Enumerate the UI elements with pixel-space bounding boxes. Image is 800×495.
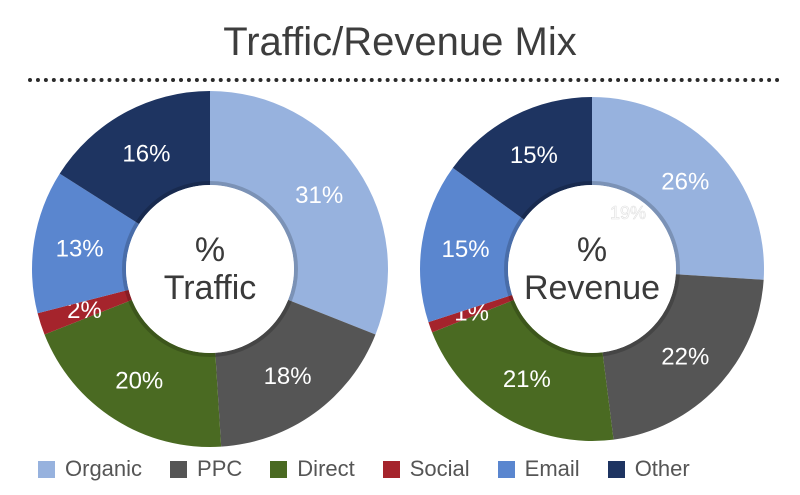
data-label-direct: 21% [503,366,551,393]
legend-item-organic: Organic [38,456,142,482]
chart-legend: Organic PPC Direct Social Email Other [38,456,690,482]
data-label-email: 13% [56,235,104,262]
legend-swatch-social [382,460,400,478]
slice-organic [592,97,764,280]
data-label-organic: 26% [661,168,709,195]
legend-label-ppc: PPC [197,456,243,481]
slice-email [32,173,140,314]
legend-swatch-other [607,460,625,478]
center-label-text: Revenue [524,269,660,307]
data-label-other: 16% [122,140,170,167]
slice-other [59,91,211,224]
data-label-email: 15% [442,236,490,263]
slice-direct [432,299,614,441]
legend-swatch-organic [38,460,55,478]
slice-ppc [602,274,764,440]
center-label-text: Traffic [164,269,257,307]
slice-other [452,97,592,220]
data-label-direct: 20% [115,367,163,394]
legend-swatch-ppc [170,460,188,478]
data-label-ppc: 18% [264,363,312,390]
slice-social [428,294,514,333]
slice-ppc [215,299,376,447]
center-label-symbol: % [577,231,607,269]
data-label-ppc: 22% [661,344,709,371]
legend-swatch-email [497,460,515,478]
donut-hole [508,185,676,353]
legend-swatch-direct [270,460,288,478]
data-label-organic: 31% [295,182,343,209]
traffic-donut: 31%18%20%2%13%16%%Traffic [32,91,389,447]
stray-annotation: 19% [610,203,646,223]
chart-title: Traffic/Revenue Mix [223,20,577,64]
donut-hole-shadow [122,181,298,357]
donut-hole-shadow [504,181,680,357]
legend-item-social: Social [382,456,470,482]
legend-item-ppc: PPC [170,456,242,482]
slice-direct [44,299,222,447]
legend-label-social: Social [409,456,470,481]
legend-label-email: Email [524,456,580,481]
legend-item-email: Email [497,456,580,482]
legend-label-direct: Direct [297,456,355,481]
slice-social [37,289,132,335]
slice-organic [210,91,389,335]
center-label-symbol: % [195,231,225,269]
legend-item-other: Other [607,456,690,482]
slice-email [420,167,525,323]
donut-hole [126,185,294,353]
legend-label-organic: Organic [65,456,143,481]
legend-label-other: Other [634,456,690,481]
legend-item-direct: Direct [270,456,355,482]
data-label-other: 15% [510,142,558,169]
dotted-divider [28,78,780,82]
